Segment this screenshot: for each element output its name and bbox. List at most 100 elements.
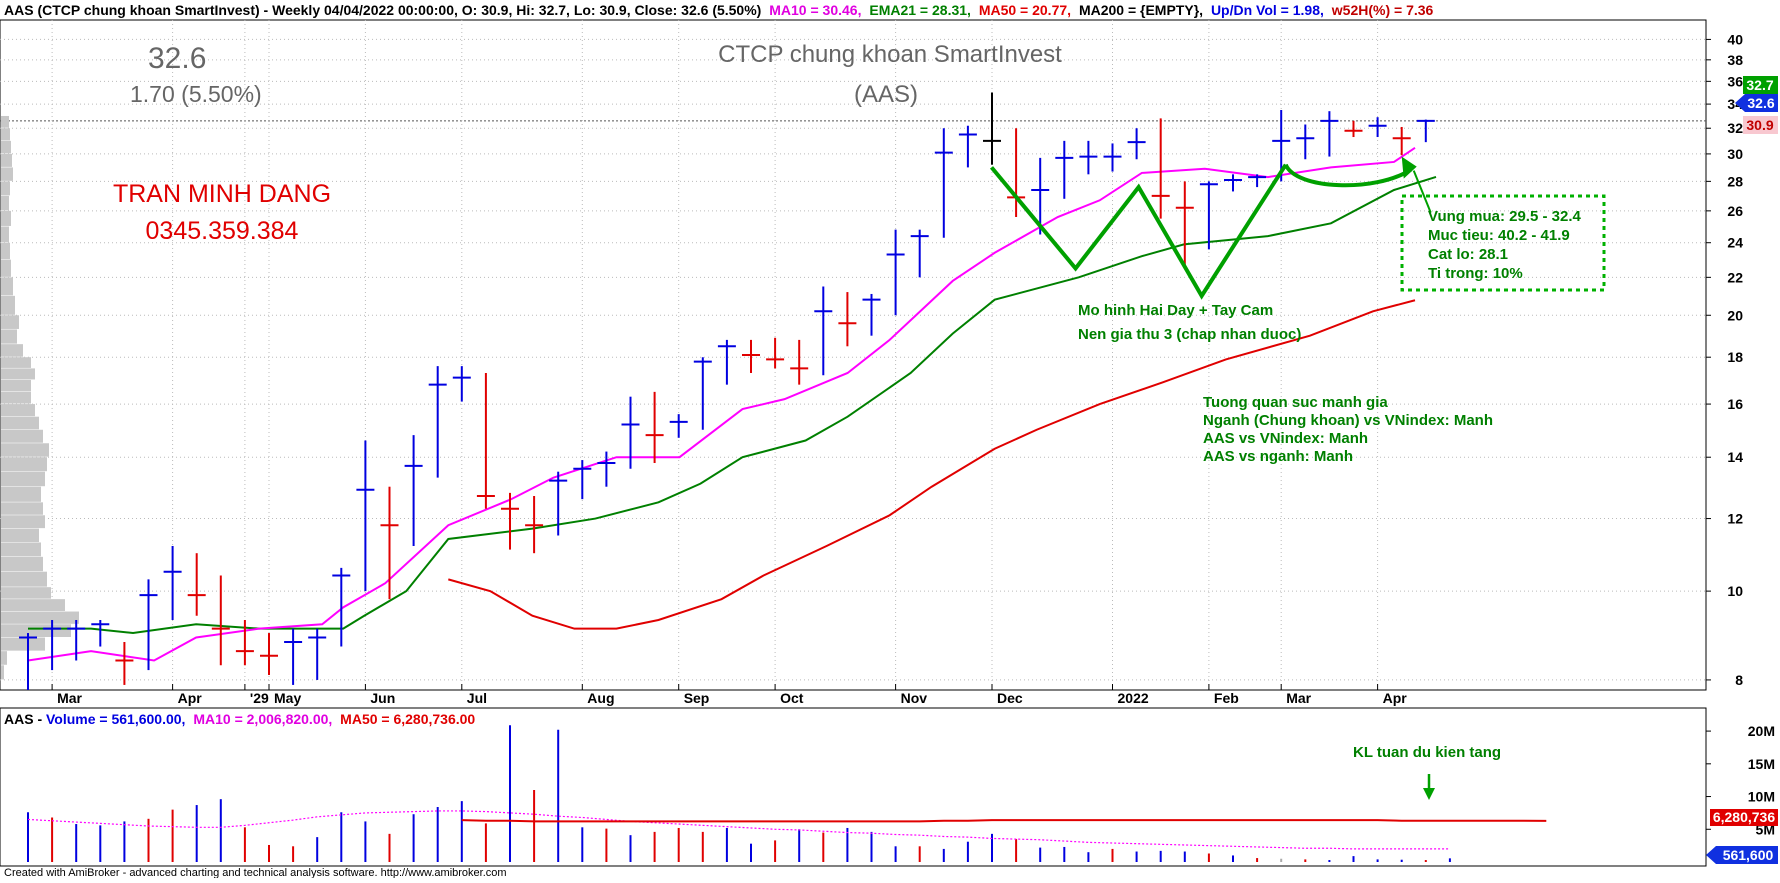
high-tag: 32.7 — [1746, 77, 1773, 93]
trade-plan-stop: Cat lo: 28.1 — [1428, 246, 1508, 263]
profile-bar — [1, 611, 79, 624]
volume-note: KL tuan du kien tang — [1353, 744, 1501, 761]
y-tick-label: 32 — [1727, 120, 1743, 136]
y-tick-label: 28 — [1727, 173, 1743, 189]
rs-line-2: AAS vs VNindex: Manh — [1203, 430, 1368, 447]
close-tag: 32.6 — [1747, 95, 1774, 111]
x-tick-label: Aug — [587, 690, 614, 706]
trade-plan-weight: Ti trong: 10% — [1428, 265, 1523, 282]
profile-bar — [1, 357, 31, 368]
y-tick-label: 40 — [1727, 31, 1743, 47]
profile-bar — [1, 571, 47, 587]
y-tick-label: 22 — [1727, 269, 1743, 285]
profile-bar — [1, 368, 35, 380]
volume-ma10-line — [27, 810, 1450, 850]
profile-bar — [1, 115, 9, 128]
y-tick-label: 26 — [1727, 203, 1743, 219]
open-tag-bg — [1743, 116, 1778, 134]
price-change: 1.70 (5.50%) — [130, 81, 262, 107]
x-tick-label: Jun — [370, 690, 395, 706]
vol-tag-bg — [1706, 846, 1778, 864]
y-tick-label: 36 — [1727, 73, 1743, 89]
trade-plan-target: Muc tieu: 40.2 - 41.9 — [1428, 227, 1570, 244]
header-updn: Up/Dn Vol = 1.98, — [1211, 2, 1324, 18]
header-ma200: MA200 = {EMPTY}, — [1079, 2, 1203, 18]
header-line: AAS (CTCP chung khoan SmartInvest) - Wee… — [4, 2, 1434, 18]
profile-bar — [1, 210, 11, 226]
trade-plan-buy: Vung mua: 29.5 - 32.4 — [1428, 208, 1581, 225]
profile-bar — [1, 416, 39, 430]
profile-bar — [1, 379, 31, 392]
header-ema21: EMA21 = 28.31, — [869, 2, 971, 18]
profile-bar — [1, 471, 45, 487]
vol-tick-label: 20M — [1748, 723, 1775, 739]
profile-bar — [1, 502, 43, 515]
header-ma10: MA10 = 30.46, — [769, 2, 861, 18]
rs-line-1: Nganh (Chung khoan) vs VNindex: Manh — [1203, 412, 1493, 429]
profile-bar — [1, 599, 65, 612]
handle-arrowhead — [1401, 156, 1417, 179]
x-tick-label: Jul — [467, 690, 487, 706]
footer: Created with AmiBroker - advanced charti… — [4, 867, 507, 878]
profile-bar — [1, 486, 41, 502]
volume-note-arrowhead — [1423, 788, 1435, 800]
y-tick-label: 20 — [1727, 307, 1743, 323]
profile-bar — [1, 556, 43, 572]
volume-header: AAS - Volume = 561,600.00, MA10 = 2,006,… — [4, 711, 475, 727]
profile-bar — [1, 128, 10, 141]
profile-bar — [1, 651, 7, 665]
pattern-note-1: Mo hinh Hai Day + Tay Cam — [1078, 302, 1273, 319]
gridlines — [0, 20, 1706, 690]
open-tag: 30.9 — [1746, 117, 1773, 133]
company-name: CTCP chung khoan SmartInvest — [718, 41, 1062, 68]
profile-bar — [1, 242, 10, 260]
vol-tick-label: 10M — [1748, 789, 1775, 805]
y-tick-label: 18 — [1727, 349, 1743, 365]
x-tick-label: Apr — [178, 690, 203, 706]
volume-header-ma10: MA10 = 2,006,820.00, — [193, 711, 332, 727]
x-tick-label: Feb — [1214, 690, 1239, 706]
volume-ma50-line — [461, 819, 1547, 823]
x-tick-label: Sep — [684, 690, 710, 706]
vol-ma50-tag-bg — [1710, 809, 1778, 826]
y-tick-label: 16 — [1727, 396, 1743, 412]
x-tick-label: Apr — [1383, 690, 1408, 706]
x-tick-label: 2022 — [1118, 690, 1149, 706]
volume-profile — [1, 115, 79, 680]
rs-line-3: AAS vs nganh: Manh — [1203, 448, 1353, 465]
close-tag-bg — [1735, 94, 1778, 112]
y-tick-label: 10 — [1727, 583, 1743, 599]
volume-header-vol: Volume = 561,600.00, — [46, 711, 185, 727]
profile-bar — [1, 515, 45, 529]
profile-bar — [1, 259, 11, 277]
y-tick-label: 14 — [1727, 449, 1743, 465]
box-pointer — [1412, 170, 1432, 214]
ma50-line — [448, 299, 1416, 630]
x-tick-label: Nov — [901, 690, 928, 706]
y-tick-label: 30 — [1727, 146, 1743, 162]
vol-tag: 561,600 — [1723, 847, 1774, 863]
price-bars — [19, 92, 1435, 690]
company-ticker: (AAS) — [854, 81, 918, 108]
profile-bar — [1, 181, 10, 196]
header-prefix: AAS (CTCP chung khoan SmartInvest) - Wee… — [4, 2, 761, 18]
profile-bar — [1, 457, 47, 472]
profile-bar — [1, 295, 15, 315]
profile-bar — [1, 226, 9, 243]
profile-bar — [1, 195, 9, 211]
moving-averages — [27, 147, 1437, 662]
y-tick-label: 8 — [1735, 672, 1743, 688]
profile-bar — [1, 624, 71, 637]
profile-bar — [1, 542, 41, 557]
vol-ma50-tag: 6,280,736 — [1713, 809, 1775, 825]
profile-bar — [1, 329, 17, 344]
trade-plan-box — [1400, 194, 1606, 292]
profile-bar — [1, 443, 49, 457]
x-tick-label: '29 — [250, 690, 269, 706]
price-pane — [0, 19, 1707, 691]
profile-bar — [1, 167, 13, 181]
profile-bar — [1, 315, 19, 329]
profile-bar — [1, 344, 23, 357]
